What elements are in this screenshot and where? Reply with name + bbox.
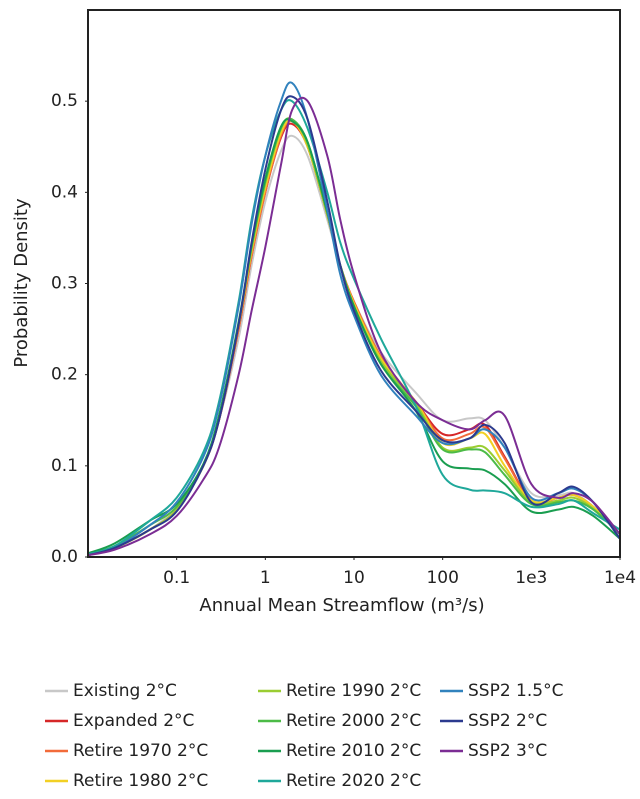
y-tick-label: 0.5 (51, 91, 78, 111)
y-tick-label: 0.2 (51, 365, 78, 385)
series-line (87, 118, 621, 555)
series-line (87, 95, 621, 557)
legend-label: Retire 1980 2°C (73, 771, 208, 791)
x-tick-label: 1e3 (515, 568, 547, 588)
legend-label: Retire 2020 2°C (286, 771, 421, 791)
legend-label: Retire 1990 2°C (286, 681, 421, 701)
legend-label: SSP2 1.5°C (468, 681, 563, 701)
series-line (87, 119, 621, 557)
y-tick-label: 0.0 (51, 547, 78, 567)
legend-label: Expanded 2°C (73, 711, 194, 731)
x-tick-label: 10 (343, 568, 365, 588)
series-line (87, 119, 621, 557)
series-line (87, 122, 621, 557)
legend-label: Existing 2°C (73, 681, 177, 701)
x-tick-label: 1 (260, 568, 271, 588)
series-line (87, 117, 621, 557)
legend-label: SSP2 3°C (468, 741, 547, 761)
series-line (87, 81, 621, 557)
x-tick-label: 1e4 (604, 568, 636, 588)
legend-label: Retire 2000 2°C (286, 711, 421, 731)
series-line (87, 96, 621, 557)
y-tick-label: 0.4 (51, 182, 78, 202)
y-tick-label: 0.1 (51, 456, 78, 476)
series-line (87, 117, 621, 556)
legend-label: Retire 1970 2°C (73, 741, 208, 761)
series-line (87, 99, 621, 556)
legend-label: Retire 2010 2°C (286, 741, 421, 761)
x-tick-label: 0.1 (163, 568, 190, 588)
x-axis-label: Annual Mean Streamflow (m³/s) (199, 595, 484, 616)
legend-label: SSP2 2°C (468, 711, 547, 731)
y-axis-label: Probability Density (11, 198, 32, 368)
plot-frame (87, 9, 621, 558)
x-tick-label: 100 (426, 568, 458, 588)
y-tick-label: 0.3 (51, 274, 78, 294)
